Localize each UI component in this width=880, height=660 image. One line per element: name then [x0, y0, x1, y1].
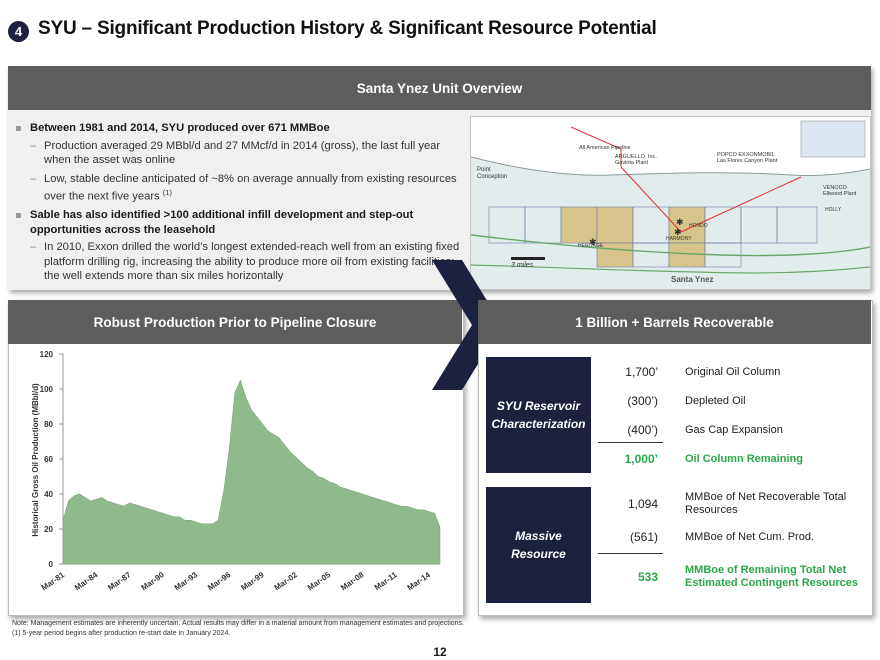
x-axis: Mar-81 Mar-84 Mar-87 Mar-90 Mar-93 Mar-96 Mar-…: [40, 563, 440, 592]
sub-bullet-production-average: Production averaged 29 MBbl/d and 27 MMc…: [14, 139, 460, 168]
map-label-pipeline: All American Pipeline: [579, 145, 631, 151]
y-tick-label: 100: [40, 385, 54, 394]
row1-value: 1,700’: [625, 365, 658, 379]
box2-line1: Massive: [515, 529, 562, 543]
map-label-conception: Conception: [477, 174, 508, 180]
footnote-ref: (1): [162, 188, 172, 197]
lease-blocks: [488, 206, 818, 268]
box1-line1: SYU Reservoir: [496, 399, 581, 413]
map-label-ellwood: Ellwood Plant: [823, 191, 857, 197]
map-label-popco: POPCO EXXONMOBIL: [717, 152, 775, 158]
map-label-santa-ynez: Santa Ynez: [671, 275, 714, 284]
x-tick-label: Mar-14: [406, 570, 433, 592]
production-chart: 0 20 40 60 80 100 120 Mar-81 Mar-84 Mar-87 Mar-90…: [31, 350, 441, 592]
x-tick-label: Mar-99: [239, 570, 266, 592]
row2-value: (300’): [627, 394, 658, 408]
y-tick-label: 60: [44, 455, 53, 464]
sub-bullet-decline: Low, stable decline anticipated of ~8% o…: [14, 172, 460, 205]
footnote-note: Note: Management estimates are inherentl…: [12, 620, 464, 627]
y-axis-label: Historical Gross Oil Production (MBbl/d): [31, 383, 40, 537]
slide-number-badge: 4: [8, 21, 29, 42]
row7-value: 533: [637, 570, 658, 584]
production-series-area: [62, 379, 441, 565]
map-scale-label: 3 miles: [511, 262, 534, 269]
y-tick-label: 40: [44, 490, 53, 499]
x-tick-label: Mar-81: [40, 570, 67, 592]
x-tick-label: Mar-87: [106, 570, 133, 592]
x-tick-label: Mar-02: [273, 570, 300, 592]
production-header: Robust Production Prior to Pipeline Clos…: [8, 300, 462, 344]
x-tick-label: Mar-96: [206, 570, 233, 592]
divider-2: [598, 553, 663, 554]
santa-ynez-map: ✱ ✱ ✱ All American Pipeline ARGUELLO, In…: [470, 116, 871, 290]
row2-label: Depleted Oil: [685, 395, 746, 407]
sub-bullet-exxon-well: In 2010, Exxon drilled the world’s longe…: [14, 240, 460, 284]
x-tick-label: Mar-90: [140, 570, 167, 592]
overview-header: Santa Ynez Unit Overview: [8, 66, 871, 110]
row6-value: (561): [629, 530, 658, 544]
y-axis: 0 20 40 60 80 100 120: [40, 350, 64, 569]
row5-value: 1,094: [627, 497, 658, 511]
resources-header: 1 Billion + Barrels Recoverable: [478, 300, 871, 344]
row4-value: 1,000’: [624, 452, 658, 466]
slide-title: SYU – Significant Production History & S…: [38, 18, 657, 39]
bullet-infill-opportunities: Sable has also identified >100 additiona…: [14, 208, 460, 237]
svg-text:✱: ✱: [676, 218, 684, 228]
divider-1: [598, 442, 663, 443]
map-graphic: ✱ ✱ ✱: [471, 117, 870, 274]
y-tick-label: 120: [40, 350, 54, 359]
x-tick-label: Mar-05: [306, 570, 333, 592]
row1-label: Original Oil Column: [685, 366, 781, 378]
page-number: 12: [433, 645, 447, 659]
map-label-arguello: ARGUELLO, Inc.: [615, 154, 657, 160]
x-tick-label: Mar-93: [173, 570, 200, 592]
map-label-gaviota: Gaviota Plant: [615, 160, 649, 166]
syu-reservoir-box: SYU Reservoir Characterization: [486, 357, 591, 473]
row7-label: MMBoe of Remaining Total Net Estimated C…: [685, 564, 858, 589]
map-label-harmony: HARMONY: [666, 236, 692, 242]
map-label-venoco: VENOCO: [823, 185, 847, 191]
footnote: Note: Management estimates are inherentl…: [12, 619, 464, 639]
row3-label: Gas Cap Expansion: [685, 424, 783, 436]
production-area: [62, 379, 441, 565]
x-tick-label: Mar-84: [73, 570, 100, 592]
row4-label: Oil Column Remaining: [685, 453, 803, 465]
map-land: [471, 117, 870, 176]
svg-text:✱: ✱: [674, 228, 682, 238]
map-label-heritage: HERITAGE: [578, 243, 604, 249]
x-tick-label: Mar-11: [373, 570, 399, 592]
massive-resource-box: Massive Resource: [486, 487, 591, 603]
map-label-hondo: HONDO: [689, 223, 708, 229]
x-tick-label: Mar-08: [339, 570, 366, 592]
y-tick-label: 80: [44, 420, 53, 429]
svg-text:✱: ✱: [589, 238, 597, 248]
y-tick-label: 20: [44, 525, 53, 534]
row3-value: (400’): [627, 423, 658, 437]
overview-bullets: Between 1981 and 2014, SYU produced over…: [14, 121, 460, 288]
map-label-las-flores: Las Flores Canyon Plant: [717, 158, 778, 164]
map-label-point: Point: [477, 167, 491, 173]
footnote-1: (1) 5-year period begins after productio…: [12, 630, 231, 637]
bullet-production-history: Between 1981 and 2014, SYU produced over…: [14, 121, 460, 136]
map-label-holly: HOLLY: [825, 207, 842, 213]
y-tick-label: 0: [49, 560, 54, 569]
box1-line2: Characterization: [491, 417, 586, 431]
box2-line2: Resource: [511, 547, 566, 561]
row6-label: MMBoe of Net Cum. Prod.: [685, 531, 814, 543]
row5-label: MMBoe of Net Recoverable Total Resources: [685, 491, 847, 516]
